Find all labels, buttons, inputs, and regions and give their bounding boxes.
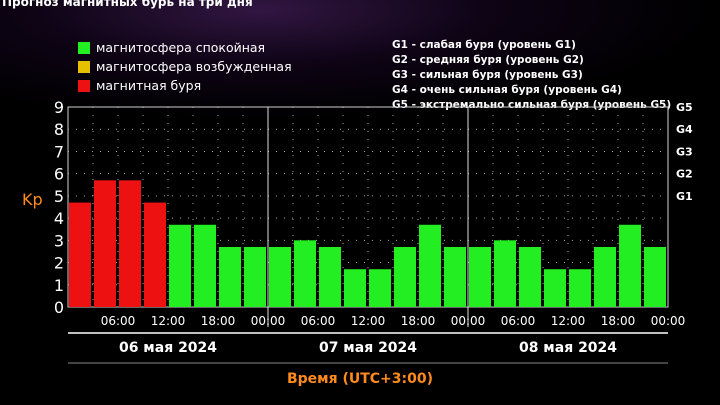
g-level-label: G1 xyxy=(676,190,693,203)
kp-bar xyxy=(444,247,466,307)
kp-bar xyxy=(594,247,616,307)
y-tick-label: 9 xyxy=(54,98,64,117)
x-tick-label: 00:00 xyxy=(651,314,686,328)
legend-item-storm: магнитная буря xyxy=(78,76,292,95)
background-glow xyxy=(0,0,720,120)
x-tick-label: 00:00 xyxy=(251,314,286,328)
x-tick-label: 12:00 xyxy=(151,314,186,328)
kp-bar xyxy=(569,269,591,307)
kp-bar xyxy=(119,180,141,307)
kp-bar xyxy=(519,247,541,307)
kp-bar xyxy=(144,202,166,307)
kp-bar xyxy=(169,224,191,307)
legend-g2: G2 - средняя буря (уровень G2) xyxy=(392,54,584,66)
kp-bar xyxy=(294,240,316,307)
day-label: 07 мая 2024 xyxy=(319,340,417,356)
kp-bar xyxy=(344,269,366,307)
x-tick-label: 12:00 xyxy=(551,314,586,328)
legend-status: магнитосфера спокойная магнитосфера возб… xyxy=(78,38,292,95)
x-tick-label: 06:00 xyxy=(301,314,336,328)
kp-bar xyxy=(194,224,216,307)
kp-bar xyxy=(619,224,641,307)
kp-bar xyxy=(369,269,391,307)
y-tick-label: 6 xyxy=(54,165,64,184)
kp-bar xyxy=(494,240,516,307)
y-tick-label: 5 xyxy=(54,187,64,206)
y-tick-label: 7 xyxy=(54,142,64,161)
x-tick-label: 12:00 xyxy=(351,314,386,328)
legend-label-quiet: магнитосфера спокойная xyxy=(96,40,266,55)
kp-bar xyxy=(219,247,241,307)
kp-bar xyxy=(644,247,666,307)
kp-bar xyxy=(419,224,441,307)
x-tick-label: 18:00 xyxy=(201,314,236,328)
g-level-label: G4 xyxy=(676,123,693,136)
y-tick-label: 8 xyxy=(54,120,64,139)
legend-g-levels: G1 - слабая буря (уровень G1) G2 - средн… xyxy=(392,38,671,113)
x-tick-label: 18:00 xyxy=(601,314,636,328)
day-label: 08 мая 2024 xyxy=(519,340,617,356)
page-title: Прогноз магнитных бурь на три дня xyxy=(2,0,253,9)
x-tick-label: 06:00 xyxy=(101,314,136,328)
x-tick-label: 00:00 xyxy=(451,314,486,328)
kp-bar xyxy=(469,247,491,307)
kp-bar xyxy=(94,180,116,307)
kp-bar xyxy=(244,247,266,307)
legend-label-storm: магнитная буря xyxy=(96,78,202,93)
legend-g1: G1 - слабая буря (уровень G1) xyxy=(392,39,576,51)
legend-g3: G3 - сильная буря (уровень G3) xyxy=(392,69,583,81)
kp-bar xyxy=(69,202,91,307)
kp-bar xyxy=(394,247,416,307)
y-tick-label: 0 xyxy=(54,298,64,317)
x-tick-label: 18:00 xyxy=(401,314,436,328)
legend-swatch-storm xyxy=(78,79,90,92)
y-axis-label: Kp xyxy=(22,190,43,209)
legend-g4: G4 - очень сильная буря (уровень G4) xyxy=(392,84,622,96)
kp-bar xyxy=(319,247,341,307)
legend-swatch-unsettled xyxy=(78,60,90,73)
kp-bar xyxy=(269,247,291,307)
g-level-label: G2 xyxy=(676,168,693,181)
y-tick-label: 3 xyxy=(54,231,64,250)
x-axis-title: Время (UTC+3:00) xyxy=(286,371,434,387)
day-label: 06 мая 2024 xyxy=(119,340,217,356)
legend-item-unsettled: магнитосфера возбужденная xyxy=(78,57,292,76)
legend-g5: G5 - экстремально сильная буря (уровень … xyxy=(392,99,672,111)
y-tick-label: 2 xyxy=(54,254,64,273)
y-tick-label: 1 xyxy=(54,276,64,295)
g-level-label: G3 xyxy=(676,145,693,158)
y-tick-label: 4 xyxy=(54,209,64,228)
x-tick-label: 06:00 xyxy=(501,314,536,328)
g-level-label: G5 xyxy=(676,101,693,114)
legend-swatch-quiet xyxy=(78,41,90,54)
legend-item-quiet: магнитосфера спокойная xyxy=(78,38,292,57)
kp-bar xyxy=(544,269,566,307)
legend-label-unsettled: магнитосфера возбужденная xyxy=(96,59,292,74)
